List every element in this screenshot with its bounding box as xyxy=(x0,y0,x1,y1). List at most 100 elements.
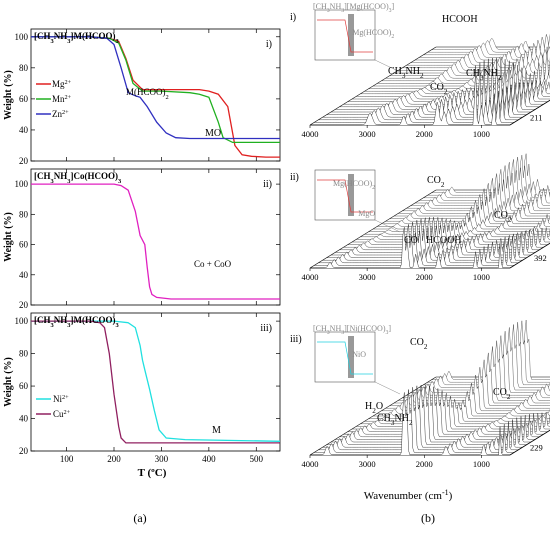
inset-highlight xyxy=(348,174,354,216)
y-axis-label: Weight (%) xyxy=(3,70,14,120)
spectrum-trace xyxy=(431,37,550,50)
spectrum-trace xyxy=(356,67,550,97)
spectrum-trace xyxy=(356,396,550,427)
panel-label: iii) xyxy=(260,323,272,334)
ftir-panel-3: 4000300020001000275256240229T (ºC)Abs. (… xyxy=(290,319,550,469)
tga-panel-3: 20 40 60 80 100 100 200 300 400 500 Weight (%) [CH3… xyxy=(3,312,281,464)
inset-label: Mg(HCOO)2 xyxy=(352,28,394,40)
temp-tick-label: 392 xyxy=(534,253,547,263)
series-line-Cu2+ xyxy=(31,320,280,444)
compound-title: [CH3NH3]M(HCOO)3 xyxy=(34,315,120,329)
y-tick-label: 60 xyxy=(19,381,29,391)
x-tick-label: 3000 xyxy=(359,129,376,139)
x-axis-label: T (ºC) xyxy=(138,467,167,479)
spectrum-trace xyxy=(427,40,550,53)
spectrum-trace xyxy=(368,399,550,419)
series-line-main xyxy=(31,183,280,300)
x-tick-label: 300 xyxy=(155,454,169,464)
spectrum-trace xyxy=(415,327,550,391)
series-line-Zn2+ xyxy=(31,36,280,140)
spectrum-trace xyxy=(394,352,550,404)
spectrum-trace xyxy=(402,340,550,399)
annotation-mhcoo2: M(HCOO)2 xyxy=(126,87,169,101)
peak-label-ch3nh2: CH3NH2 xyxy=(466,68,502,82)
peak-label-ch3nh2: CH3NH2 xyxy=(377,413,413,427)
legend-label: Zn2+ xyxy=(52,109,69,120)
y-tick-label: 100 xyxy=(15,316,29,326)
spectrum-trace xyxy=(314,62,515,123)
inset-highlight xyxy=(348,14,354,56)
compound-title: [CH3NH3]M(HCOO)3 xyxy=(34,31,120,45)
annotation-mo: MO xyxy=(205,128,221,139)
y-tick-label: 60 xyxy=(19,240,29,250)
x-axis-label: Wavenumber (cm-1) xyxy=(364,488,453,503)
x-tick-label: 500 xyxy=(250,454,264,464)
inset-title: [CH3NH3][Ni(HCOO)3] xyxy=(313,324,391,336)
spectrum-trace xyxy=(368,70,550,89)
panel-label: i) xyxy=(266,39,272,50)
spectrum-trace xyxy=(322,58,523,118)
y-tick-label: 20 xyxy=(19,300,29,310)
inset-connector xyxy=(374,381,401,395)
y-tick-label: 80 xyxy=(19,349,29,359)
spectrum-trace xyxy=(431,319,550,380)
x-tick-label: 400 xyxy=(202,454,216,464)
spectrum-trace xyxy=(398,346,550,401)
spectrum-trace xyxy=(352,64,550,100)
spectrum-trace xyxy=(335,58,536,110)
spectrum-trace xyxy=(419,324,550,388)
x-tick-label: 1000 xyxy=(473,459,490,469)
y-tick-label: 80 xyxy=(19,209,29,219)
x-tick-label: 4000 xyxy=(302,272,319,282)
y-tick-label: 60 xyxy=(19,94,29,104)
peak-label-co2: CO2 xyxy=(494,210,512,224)
plot-frame xyxy=(30,168,281,306)
peak-label-co2: CO2 xyxy=(427,175,445,189)
inset-label: MgO xyxy=(358,209,375,218)
panel-label: ii) xyxy=(263,179,272,190)
panel-label: i) xyxy=(290,12,296,23)
x-tick-label: 1000 xyxy=(473,272,490,282)
ftir-panel-1: 4000300020001000272254233211T (ºC)Abs. (… xyxy=(290,2,550,139)
y-tick-label: 100 xyxy=(15,179,29,189)
y-tick-label: 100 xyxy=(15,32,29,42)
legend-label: Ni2+ xyxy=(53,394,69,405)
ftir-panel-2: 4000300020001000444419392T (ºC)Abs. (a.u… xyxy=(290,153,550,282)
spectrum-trace xyxy=(402,46,550,69)
spectrum-trace xyxy=(310,392,510,456)
figure-label-b: (b) xyxy=(421,511,435,525)
peak-label-hcooh: HCOOH xyxy=(442,14,478,25)
plot-frame xyxy=(30,28,281,162)
y-tick-label: 80 xyxy=(19,63,29,73)
inset-highlight xyxy=(348,336,354,378)
legend-label: Mn2+ xyxy=(52,94,72,105)
x-tick-label: 2000 xyxy=(416,459,433,469)
inset-title: [CH3NH3][Mg(HCOO)3] xyxy=(313,2,394,14)
spectrum-trace xyxy=(347,62,548,102)
spectrum-trace xyxy=(419,34,550,58)
inset-frame xyxy=(314,331,376,383)
annotation-co-coo: Co + CoO xyxy=(194,259,232,269)
tga-panel-2: 20 40 60 80 100 Weight (%) [CH3NH3]Co(HCOO)3 ii… xyxy=(3,168,281,310)
spectrum-trace xyxy=(398,49,550,71)
spectrum-trace xyxy=(415,36,550,61)
peak-label-co: CO xyxy=(404,235,418,246)
x-tick-label: 4000 xyxy=(302,129,319,139)
series-line-Ni2+ xyxy=(31,320,281,442)
temp-tick-label: 229 xyxy=(530,442,543,452)
y-tick-label: 40 xyxy=(19,270,29,280)
inset-curve xyxy=(317,19,373,53)
peak-label-ch3nh2: CH3NH2 xyxy=(388,66,424,80)
panel-label: ii) xyxy=(290,172,299,183)
spectrum-trace xyxy=(339,59,540,108)
inset-label: Mg(HCOO)2 xyxy=(333,179,375,191)
x-tick-label: 3000 xyxy=(359,459,376,469)
plot-frame xyxy=(30,312,281,452)
inset-connector xyxy=(374,219,401,233)
spectrum-trace xyxy=(310,65,510,126)
spectrum-trace xyxy=(410,331,550,393)
x-tick-label: 200 xyxy=(107,454,121,464)
y-axis-label: Weight (%) xyxy=(3,212,14,262)
peak-label-h2o: H2O xyxy=(365,401,383,415)
